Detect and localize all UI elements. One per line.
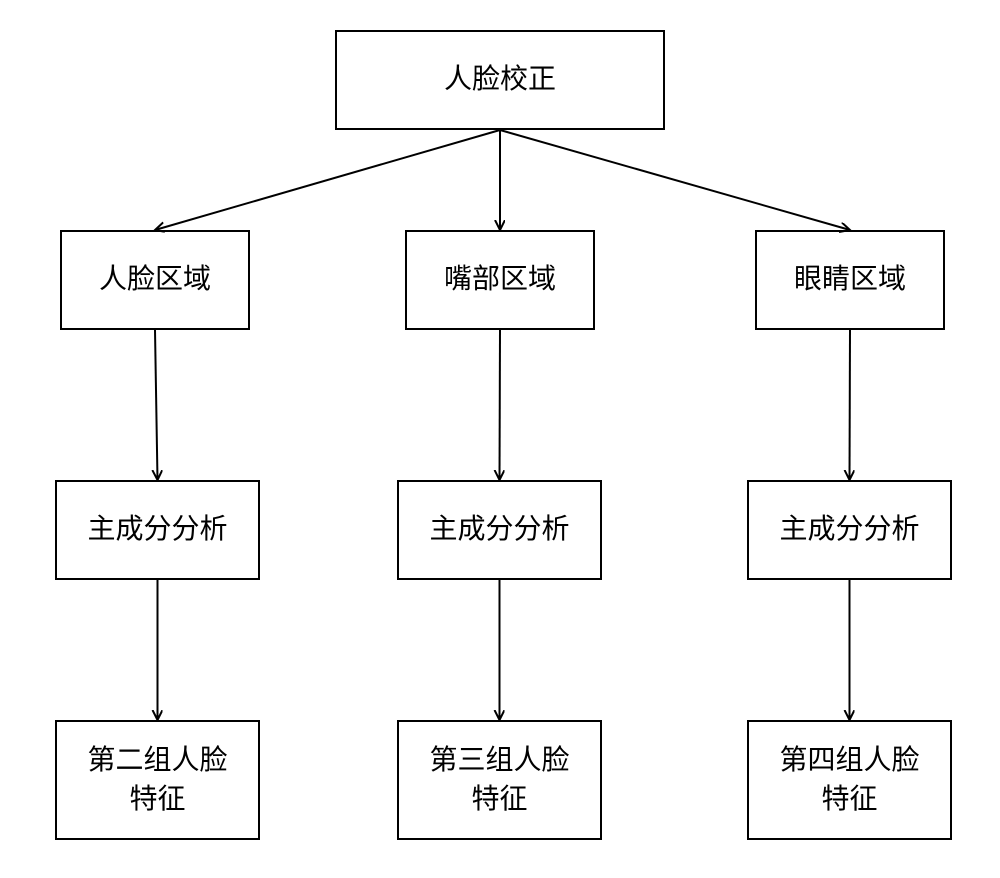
node-region-mouth: 嘴部区域: [405, 230, 595, 330]
node-region-face: 人脸区域: [60, 230, 250, 330]
node-label: 人脸区域: [99, 260, 211, 299]
node-label: 嘴部区域: [444, 260, 556, 299]
node-label: 眼睛区域: [794, 260, 906, 299]
node-feature-4: 第四组人脸特征: [747, 720, 952, 840]
node-label: 第二组人脸特征: [87, 741, 227, 819]
node-feature-2: 第二组人脸特征: [55, 720, 260, 840]
node-pca-2: 主成分分析: [397, 480, 602, 580]
node-feature-3: 第三组人脸特征: [397, 720, 602, 840]
node-root: 人脸校正: [335, 30, 665, 130]
node-pca-1: 主成分分析: [55, 480, 260, 580]
node-label: 第三组人脸特征: [429, 741, 569, 819]
node-label: 第四组人脸特征: [779, 741, 919, 819]
node-label: 主成分分析: [429, 510, 569, 549]
node-label: 人脸校正: [444, 60, 556, 99]
node-label: 主成分分析: [779, 510, 919, 549]
node-label: 主成分分析: [87, 510, 227, 549]
node-pca-3: 主成分分析: [747, 480, 952, 580]
node-region-eye: 眼睛区域: [755, 230, 945, 330]
